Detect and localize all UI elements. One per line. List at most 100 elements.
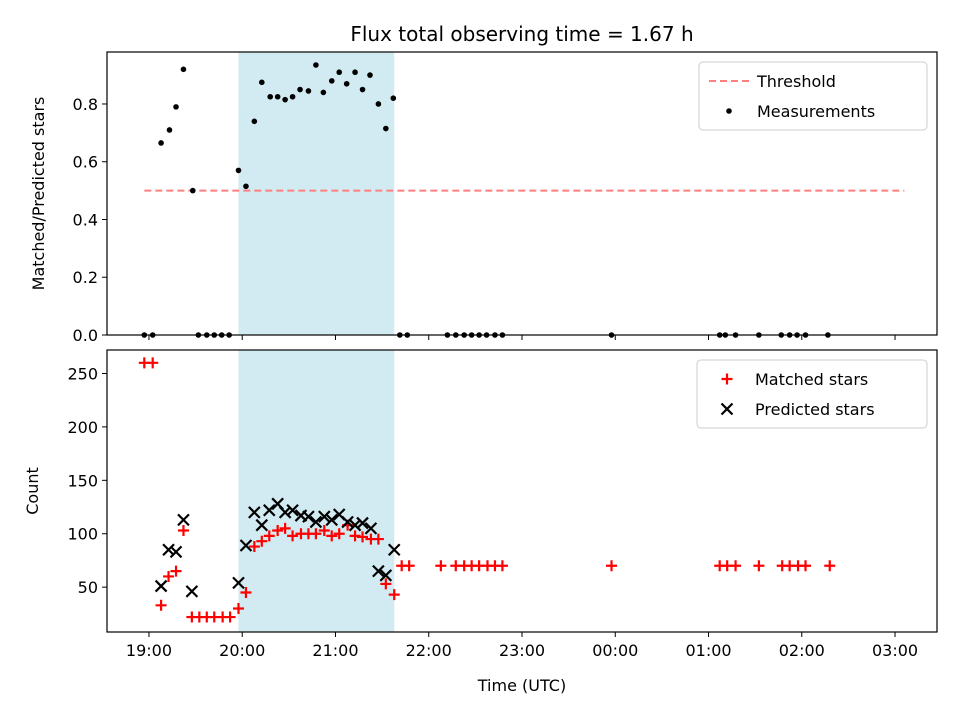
data-point <box>154 579 168 593</box>
data-point <box>166 127 173 133</box>
data-point <box>240 586 252 598</box>
data-point <box>272 525 284 537</box>
legend-label: Measurements <box>757 102 875 121</box>
data-point <box>163 570 175 582</box>
data-point <box>259 79 265 86</box>
data-point <box>289 93 296 100</box>
data-point <box>239 539 253 552</box>
bottom-panel: 19:00 20:00 21:00 22:00 23:00 00:00 01:00 02:00… <box>23 349 938 695</box>
y-tick-label: 0.8 <box>73 95 98 114</box>
data-point <box>372 564 385 578</box>
data-point <box>496 560 508 572</box>
data-point <box>318 510 331 523</box>
data-point <box>287 530 299 542</box>
data-point <box>313 62 319 68</box>
x-tick-label: 03:00 <box>872 641 918 660</box>
data-point <box>279 522 291 534</box>
observing-window-shade <box>238 350 395 632</box>
legend: Threshold Measurements <box>698 61 928 131</box>
x-tick-label: 00:00 <box>592 641 638 660</box>
y-tick-label: 0.0 <box>73 326 98 345</box>
x-tick-label: 20:00 <box>219 641 265 660</box>
data-point <box>730 560 742 572</box>
data-point <box>155 599 167 611</box>
data-point <box>255 518 269 532</box>
legend: Matched stars Predicted stars <box>696 359 928 429</box>
legend-marker <box>726 108 732 114</box>
data-point <box>372 533 384 545</box>
data-point <box>185 585 199 598</box>
data-point <box>267 93 274 100</box>
data-point <box>356 516 369 530</box>
data-point <box>274 93 281 100</box>
data-point <box>359 86 366 93</box>
data-point <box>435 560 447 572</box>
y-tick-label: 50 <box>78 578 98 597</box>
legend-marker <box>721 373 733 385</box>
data-point <box>343 80 350 87</box>
top-panel: 0.0 0.2 0.4 0.6 0.8 Matched/Predicted stars Th… <box>29 51 938 345</box>
data-point <box>336 69 343 76</box>
data-point <box>387 543 401 557</box>
data-point <box>256 535 268 547</box>
data-point <box>318 525 330 537</box>
data-point <box>248 506 261 519</box>
data-point <box>310 528 322 540</box>
data-point <box>235 167 242 174</box>
y-tick-label: 150 <box>67 471 98 490</box>
data-point <box>302 510 315 523</box>
data-point <box>180 66 187 73</box>
data-point <box>325 513 339 527</box>
data-point <box>243 183 249 190</box>
legend-marker <box>720 402 734 416</box>
observing-window-shade <box>238 52 395 335</box>
x-axis-label: Time (UTC) <box>477 676 566 695</box>
data-point <box>177 513 190 527</box>
data-point <box>297 86 303 93</box>
data-point <box>173 104 179 110</box>
y-axis-label: Matched/Predicted stars <box>29 97 48 291</box>
data-point <box>320 89 327 96</box>
data-point <box>282 96 288 103</box>
x-tick-label: 23:00 <box>499 641 545 660</box>
series-predicted-stars <box>154 497 401 598</box>
data-point <box>251 118 258 125</box>
legend-label: Matched stars <box>755 370 868 389</box>
data-point <box>326 530 338 542</box>
data-point <box>388 589 400 601</box>
data-point <box>147 357 159 369</box>
y-tick-label: 0.2 <box>73 268 98 287</box>
data-point <box>232 576 245 590</box>
data-point <box>375 101 382 107</box>
data-point <box>606 560 618 572</box>
x-tick-label: 19:00 <box>126 641 172 660</box>
data-point <box>262 503 276 517</box>
data-point <box>158 140 164 146</box>
legend-label: Threshold <box>756 72 836 91</box>
data-point <box>305 88 312 94</box>
legend-box <box>698 61 928 131</box>
data-point <box>170 565 182 577</box>
data-point <box>348 518 362 532</box>
legend-label: Predicted stars <box>755 400 875 419</box>
data-point <box>367 72 373 78</box>
data-point <box>248 541 260 553</box>
y-tick-label: 100 <box>67 525 98 544</box>
data-point <box>341 515 354 529</box>
data-point <box>177 525 189 537</box>
series-matched-stars <box>138 357 836 623</box>
data-point <box>169 545 183 559</box>
data-point <box>286 503 299 517</box>
x-tick-label: 01:00 <box>685 641 731 660</box>
y-tick-label: 0.4 <box>73 210 98 229</box>
data-point <box>263 530 275 542</box>
x-tick-label: 02:00 <box>779 641 825 660</box>
x-tick-label: 21:00 <box>312 641 358 660</box>
y-axis-label: Count <box>23 467 42 515</box>
data-point <box>328 78 335 84</box>
data-point <box>162 543 175 557</box>
data-point <box>232 603 244 614</box>
data-point <box>357 531 369 543</box>
data-point <box>753 560 765 572</box>
